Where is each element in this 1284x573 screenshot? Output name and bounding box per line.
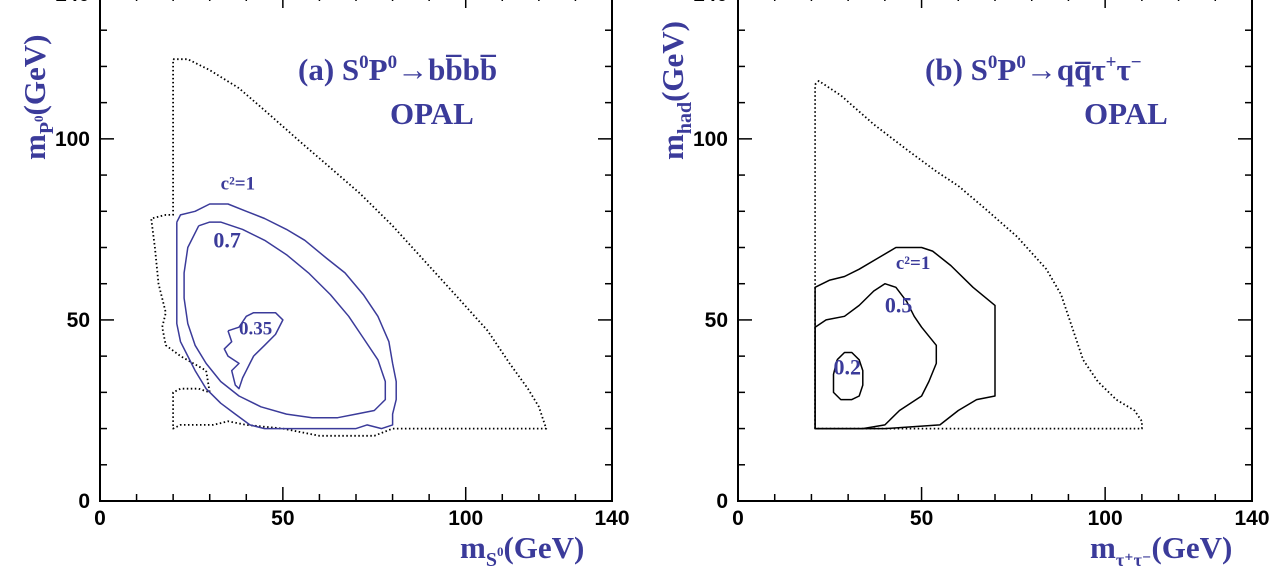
contour-labels-a: c²=1 0.7 0.35 xyxy=(213,174,272,340)
x-tick-label: 50 xyxy=(910,507,933,530)
ticks-b: 0 50 100 140 0 50 100 140 xyxy=(693,0,1270,530)
y-tick-label: 0 xyxy=(716,490,728,513)
contour-label: 0.2 xyxy=(833,354,861,379)
contour-label: 0.7 xyxy=(213,228,241,253)
xlabel-b: mτ⁺τ⁻(GeV) xyxy=(1090,530,1232,570)
y-tick-label: 50 xyxy=(705,309,728,332)
y-tick-label: 100 xyxy=(693,128,728,151)
panel-a: 0 50 100 140 0 50 100 140 c²=1 0.7 0.35 (a) S0P0→… xyxy=(17,0,630,571)
series-a xyxy=(150,58,548,437)
series-b xyxy=(814,80,1143,430)
y-tick-label: 50 xyxy=(67,309,90,332)
ticks-a: 0 50 100 140 0 50 100 140 xyxy=(55,0,630,530)
title-a: (a) S0P0→bb̅bb̅ xyxy=(298,52,497,87)
ylabel-a: mP0(GeV) xyxy=(17,35,58,160)
x-tick-label: 0 xyxy=(732,507,744,530)
contour-label: c²=1 xyxy=(221,174,255,195)
contour-line xyxy=(832,351,864,401)
x-tick-label: 50 xyxy=(271,507,294,530)
xlabel-a: mS0(GeV) xyxy=(460,530,584,571)
ylabel-b: mhad(GeV) xyxy=(655,21,696,160)
contour-label: 0.5 xyxy=(885,293,913,318)
contour-line xyxy=(223,311,284,390)
kinematic-boundary-line xyxy=(814,80,1143,430)
x-tick-label: 100 xyxy=(448,507,483,530)
contour-line xyxy=(176,203,397,430)
y-tick-label: 140 xyxy=(55,0,90,6)
x-tick-label: 140 xyxy=(1234,507,1269,530)
experiment-label-a: OPAL xyxy=(390,96,474,131)
experiment-label-b: OPAL xyxy=(1084,96,1168,131)
contour-label: 0.35 xyxy=(239,318,272,339)
contour-line xyxy=(814,282,938,430)
y-tick-label: 100 xyxy=(55,128,90,151)
x-tick-label: 100 xyxy=(1088,507,1123,530)
kinematic-boundary-line xyxy=(150,58,548,437)
title-b: (b) S0P0→qq̅τ+τ− xyxy=(925,52,1142,87)
contour-line xyxy=(814,246,996,430)
x-tick-label: 140 xyxy=(594,507,629,530)
contour-label: c²=1 xyxy=(896,253,930,274)
panel-b: 0 50 100 140 0 50 100 140 c²=1 0.5 0.2 (b) S0P0→q… xyxy=(655,0,1270,570)
contour-line xyxy=(183,221,387,419)
contour-labels-b: c²=1 0.5 0.2 xyxy=(833,253,930,379)
y-tick-label: 140 xyxy=(693,0,728,6)
y-tick-label: 0 xyxy=(78,490,90,513)
x-tick-label: 0 xyxy=(94,507,106,530)
